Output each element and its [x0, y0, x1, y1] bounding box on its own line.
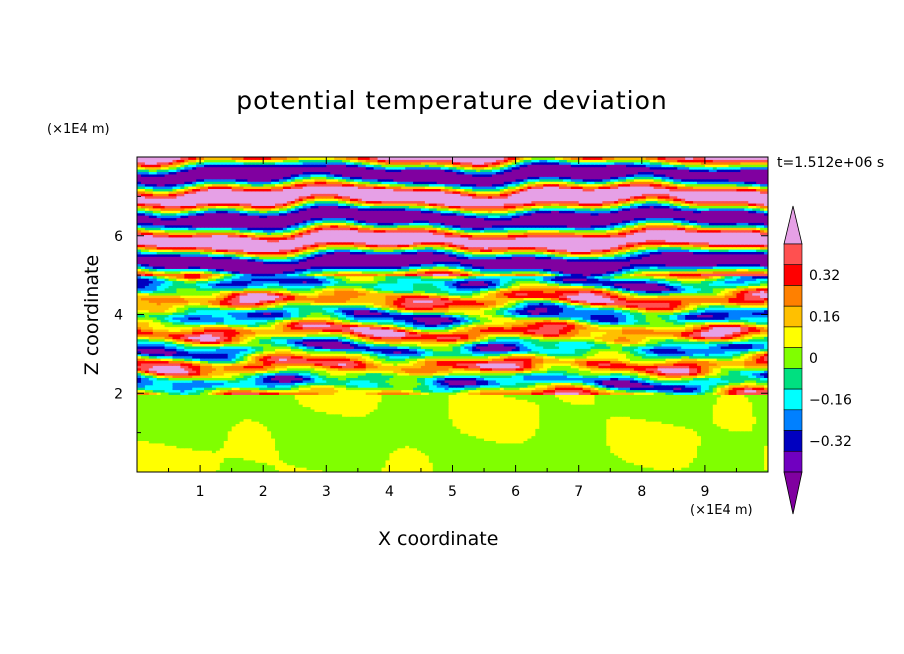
- contour-field: [137, 157, 769, 473]
